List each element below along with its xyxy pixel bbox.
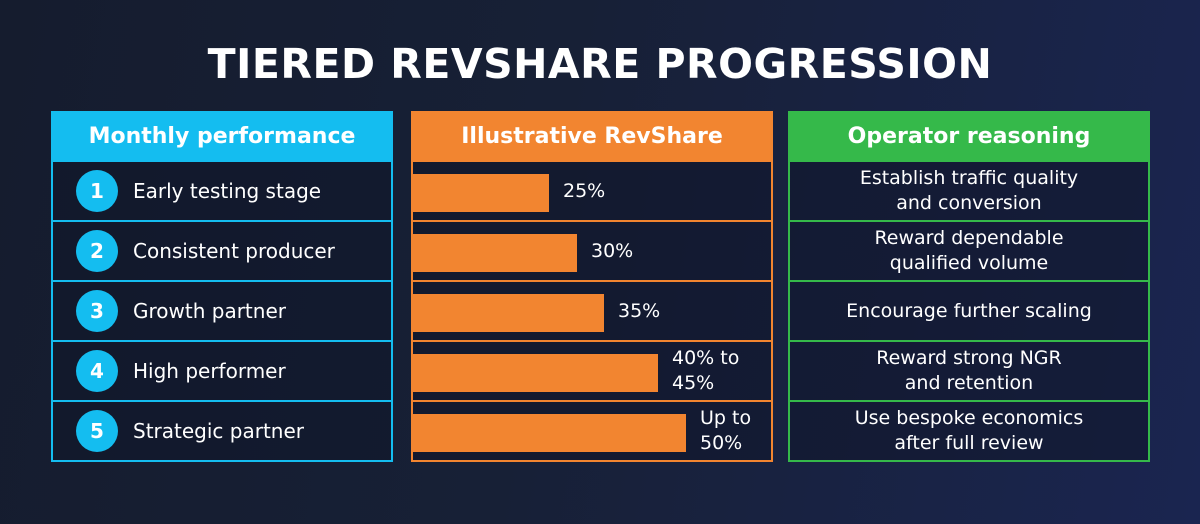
revshare-bar: [413, 294, 604, 332]
tier-number-badge: 2: [76, 230, 118, 272]
revshare-value-label: 40% to 45%: [672, 347, 740, 394]
revshare-bar: [413, 354, 658, 392]
revshare-column: Illustrative RevShare 25% 30% 35% 40% to 45…: [411, 111, 773, 462]
revshare-bar-chart: 25% 30% 35% 40% to 45% Up to 50%: [411, 162, 773, 462]
revshare-row: 35%: [411, 282, 773, 342]
reasoning-text: Encourage further scaling: [846, 299, 1092, 322]
reasoning-row: Use bespoke economics after full review: [788, 402, 1150, 462]
tier-number-badge: 5: [76, 410, 118, 452]
reasoning-row: Encourage further scaling: [788, 282, 1150, 342]
reasoning-text: Reward dependable qualified volume: [874, 227, 1064, 274]
tier-number-badge: 3: [76, 290, 118, 332]
performance-header: Monthly performance: [51, 111, 393, 162]
tier-label: Strategic partner: [133, 419, 304, 443]
reasoning-text: Establish traffic quality and conversion: [859, 167, 1079, 214]
tier-label: Consistent producer: [133, 239, 335, 263]
reasoning-row: Reward dependable qualified volume: [788, 222, 1150, 282]
performance-row: 1 Early testing stage: [51, 162, 393, 222]
revshare-value-label: 25%: [563, 179, 606, 202]
revshare-row: Up to 50%: [411, 402, 773, 462]
performance-row: 2 Consistent producer: [51, 222, 393, 282]
reasoning-header: Operator reasoning: [788, 111, 1150, 162]
reasoning-rows: Establish traffic quality and conversion…: [788, 162, 1150, 462]
revshare-row: 25%: [411, 162, 773, 222]
tier-number-badge: 1: [76, 170, 118, 212]
revshare-value-label: Up to 50%: [700, 407, 752, 454]
revshare-header: Illustrative RevShare: [411, 111, 773, 162]
reasoning-text: Use bespoke economics after full review: [854, 407, 1084, 454]
performance-rows: 1 Early testing stage 2 Consistent producer…: [51, 162, 393, 462]
performance-column: Monthly performance 1 Early testing stage…: [51, 111, 393, 462]
reasoning-row: Establish traffic quality and conversion: [788, 162, 1150, 222]
performance-row: 3 Growth partner: [51, 282, 393, 342]
performance-row: 5 Strategic partner: [51, 402, 393, 462]
tier-number-badge: 4: [76, 350, 118, 392]
reasoning-column: Operator reasoning Establish traffic qua…: [788, 111, 1150, 462]
performance-row: 4 High performer: [51, 342, 393, 402]
revshare-bar: [413, 174, 549, 212]
reasoning-row: Reward strong NGR and retention: [788, 342, 1150, 402]
revshare-value-label: 35%: [618, 299, 661, 322]
revshare-bar: [413, 414, 686, 452]
reasoning-text: Reward strong NGR and retention: [876, 347, 1062, 394]
tier-label: Growth partner: [133, 299, 286, 323]
revshare-row: 40% to 45%: [411, 342, 773, 402]
revshare-bar: [413, 234, 577, 272]
tier-label: Early testing stage: [133, 179, 322, 203]
revshare-value-label: 30%: [591, 239, 634, 262]
revshare-row: 30%: [411, 222, 773, 282]
tier-label: High performer: [133, 359, 286, 383]
page-title: TIERED REVSHARE PROGRESSION: [207, 40, 993, 88]
